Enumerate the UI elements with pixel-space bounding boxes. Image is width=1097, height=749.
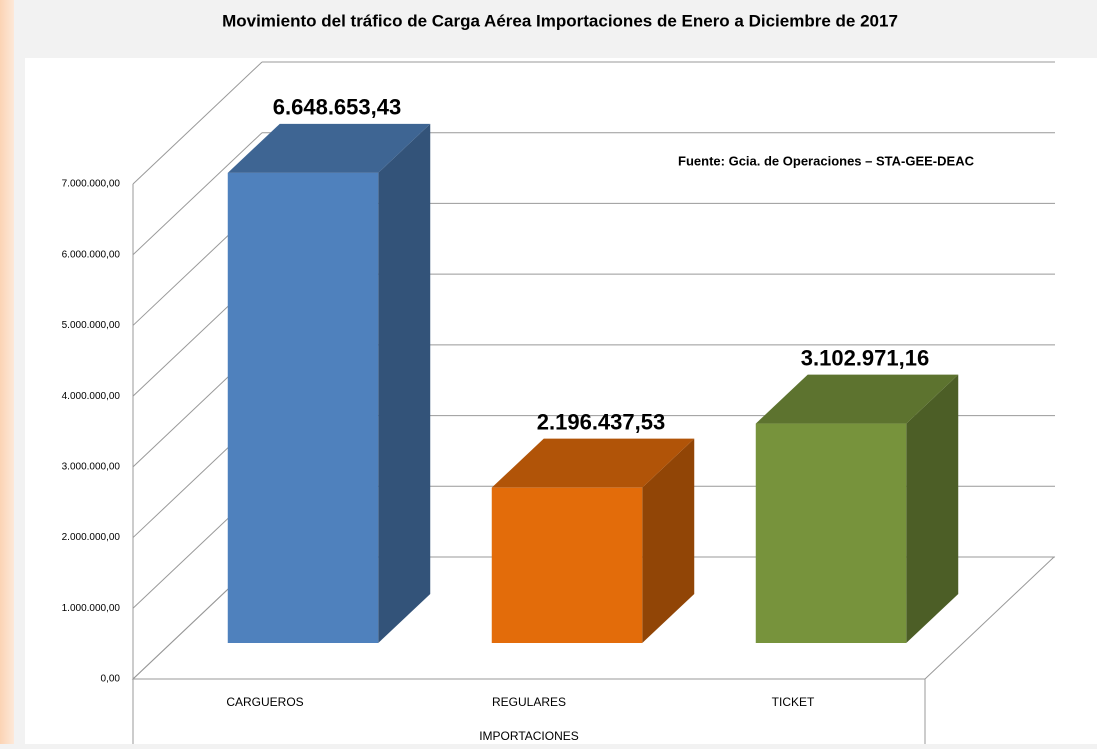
x-tick-label: REGULARES: [492, 695, 566, 709]
side-strip: [0, 0, 14, 744]
annotation: Fuente: Gcia. de Operaciones – STA-GEE-D…: [678, 153, 975, 168]
y-tick-label: 3.000.000,00: [62, 461, 121, 472]
value-label: 6.648.653,43: [273, 95, 401, 120]
y-tick-label: 0,00: [101, 674, 121, 685]
y-tick-label: 5.000.000,00: [62, 320, 121, 331]
bar-top: [755, 374, 959, 424]
chart-title: Movimiento del tráfico de Carga Aérea Im…: [222, 11, 898, 30]
bar: [755, 423, 907, 643]
x-axis-title: IMPORTACIONES: [479, 729, 579, 743]
bar-side: [642, 438, 695, 643]
y-tick-label: 6.000.000,00: [62, 249, 121, 260]
y-tick-label: 7.000.000,00: [62, 179, 121, 190]
grid-line: [132, 132, 263, 256]
bar: [491, 487, 643, 643]
y-tick-label: 4.000.000,00: [62, 391, 121, 402]
bar-side: [906, 374, 959, 643]
bar-top: [491, 438, 695, 488]
y-tick-label: 1.000.000,00: [62, 603, 121, 614]
value-label: 2.196.437,53: [537, 409, 665, 434]
y-tick-label: 2.000.000,00: [62, 532, 121, 543]
value-label: 3.102.971,16: [801, 345, 929, 370]
bar-top: [227, 123, 431, 173]
grid-line: [132, 61, 263, 185]
x-tick-label: TICKET: [772, 695, 815, 709]
bar: [227, 172, 379, 643]
bar-side: [378, 123, 431, 644]
x-tick-label: CARGUEROS: [226, 695, 303, 709]
